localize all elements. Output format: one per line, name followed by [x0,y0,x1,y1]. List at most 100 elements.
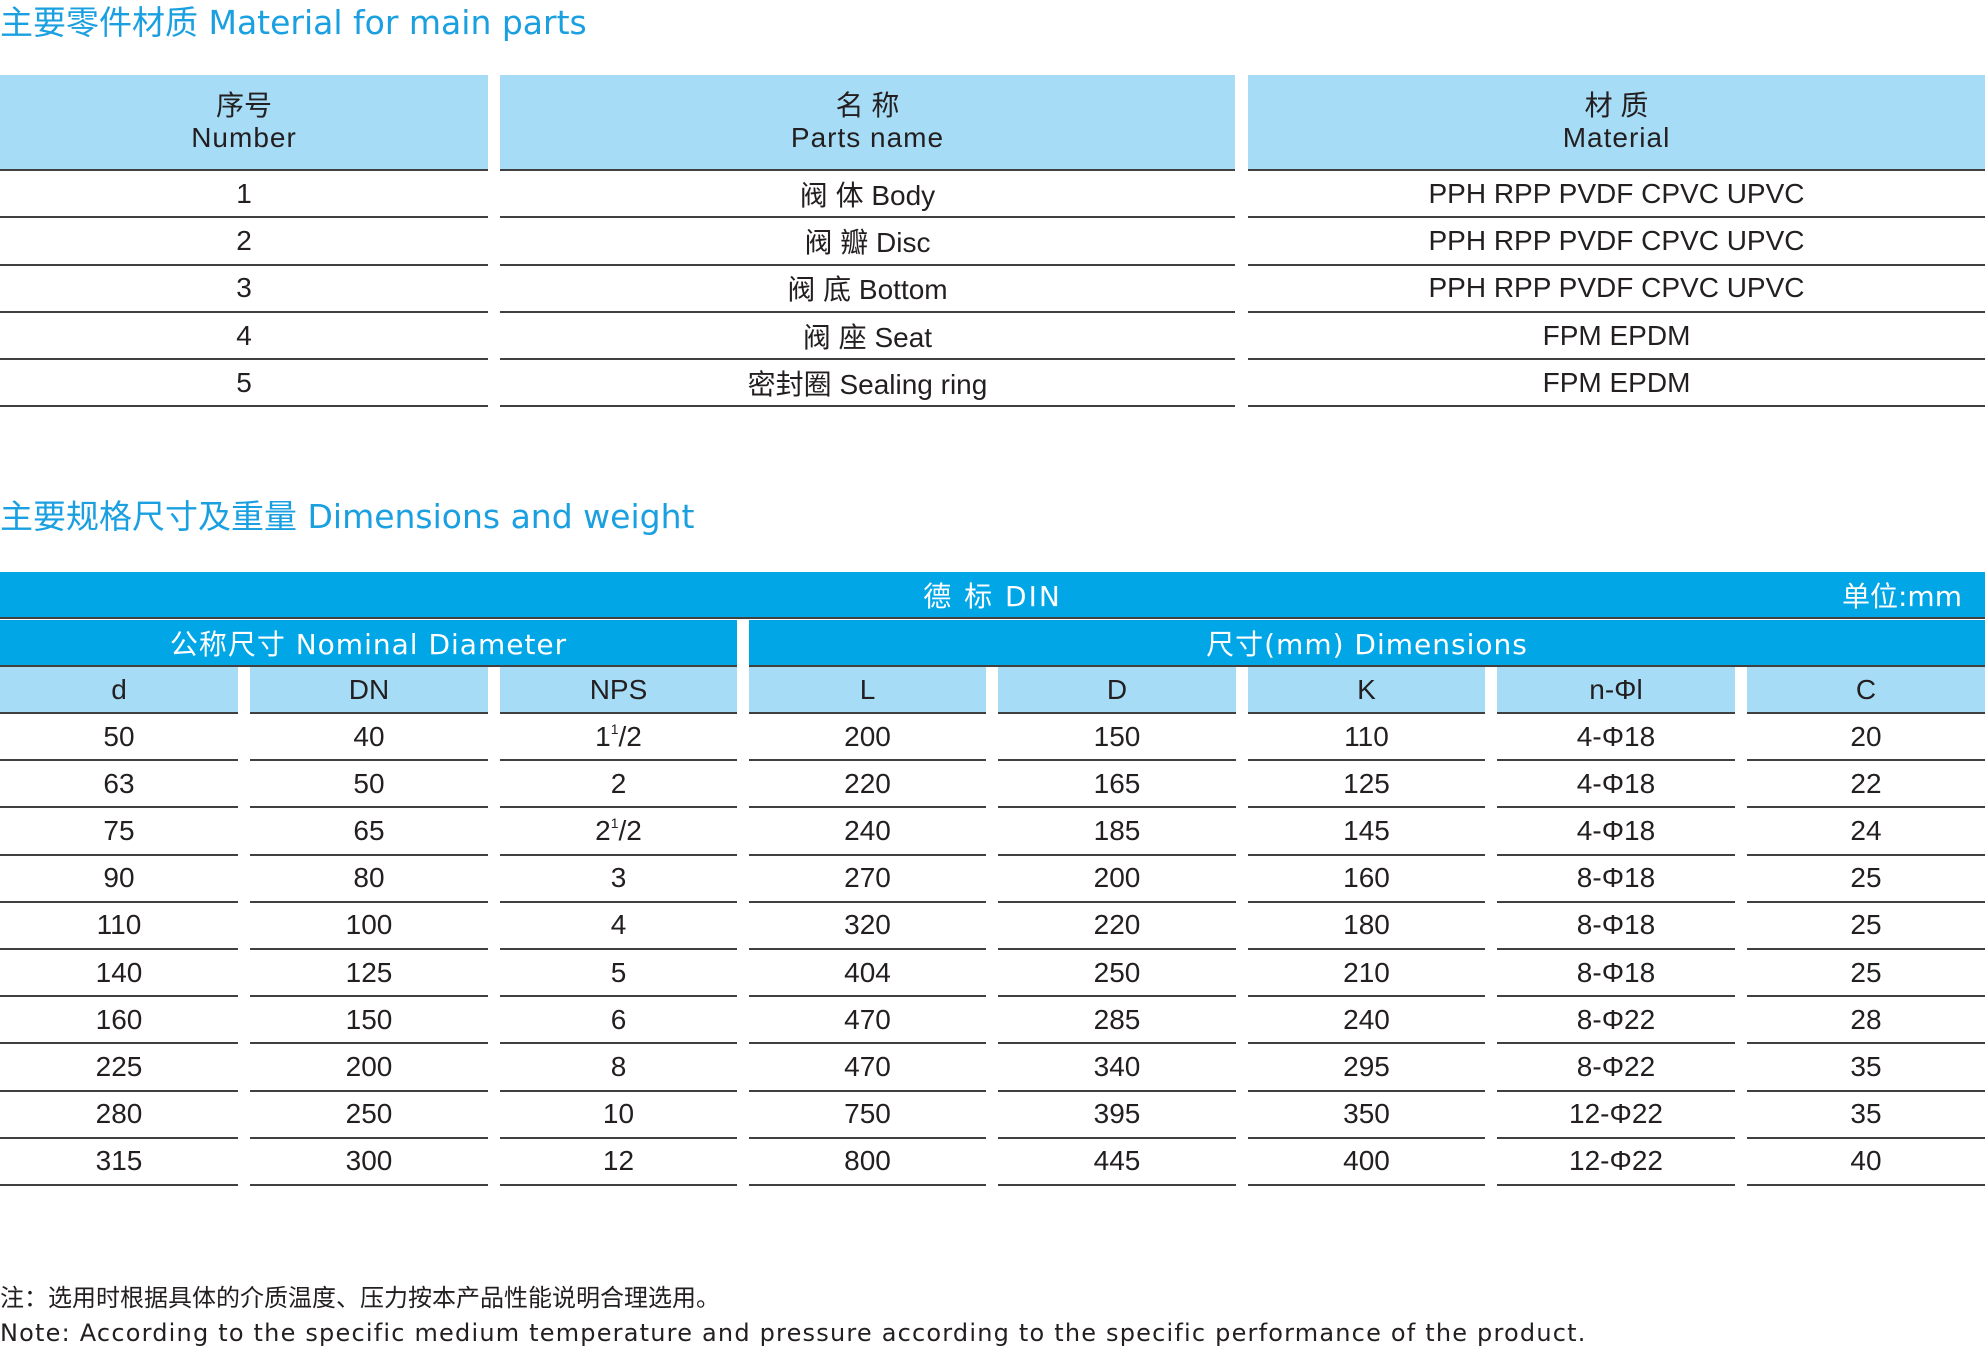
dim-cell-d: 315 [0,1139,238,1186]
dim-cell-dn: 80 [250,856,488,903]
dim-cell-l: 220 [749,761,986,809]
dim-cell-c: 25 [1747,950,1985,998]
dim-cell-d: 50 [0,714,238,762]
dim-cell-l: 404 [749,950,986,998]
dim-cell-k: 210 [1248,950,1485,998]
dim-cell-d-outer: 285 [998,997,1236,1045]
materials-cell-number: 1 [0,171,488,219]
unit-label: 单位:mm [1842,579,1962,613]
dim-cell-d-outer: 395 [998,1092,1236,1139]
dim-cell-c: 40 [1747,1139,1985,1186]
dimensions-section-title: 主要规格尺寸及重量 Dimensions and weight [0,497,695,536]
dim-cell-n-phi: 12-Φ22 [1497,1092,1735,1139]
note-english: Note: According to the specific medium t… [0,1319,1587,1347]
dim-cell-c: 24 [1747,808,1985,856]
materials-header-cn: 序号 [215,90,272,121]
dim-cell-dn: 300 [250,1139,488,1186]
dim-cell-d-outer: 165 [998,761,1236,809]
dim-cell-n-phi: 8-Φ18 [1497,903,1735,950]
dim-cell-k: 295 [1248,1044,1485,1092]
nominal-diameter-group-header: 公称尺寸 Nominal Diameter [0,620,737,667]
materials-header-cn: 名 称 [835,90,900,121]
dim-cell-k: 350 [1248,1092,1485,1139]
materials-header-en: Parts name [790,122,945,153]
standard-band: 德 标 DIN 单位:mm [0,572,1985,619]
column-header-nps: NPS [500,667,737,714]
column-header-k: K [1248,667,1485,714]
column-header-d: d [0,667,238,714]
dim-cell-nps: 4 [500,903,737,950]
dim-cell-d: 280 [0,1092,238,1139]
dimensions-group-header: 尺寸(mm) Dimensions [749,620,1985,667]
dim-cell-c: 25 [1747,856,1985,903]
dim-cell-k: 125 [1248,761,1485,809]
dim-cell-d: 90 [0,856,238,903]
dim-cell-n-phi: 12-Φ22 [1497,1139,1735,1186]
materials-cell-name: 阀 瓣 Disc [500,218,1235,266]
column-header-c: C [1747,667,1985,714]
materials-header-en: Material [1562,122,1671,153]
materials-cell-number: 4 [0,313,488,361]
dim-cell-n-phi: 8-Φ22 [1497,1044,1735,1092]
fraction-value: 11/2 [595,720,642,752]
materials-header-en: Number [191,122,297,153]
dim-cell-k: 240 [1248,997,1485,1045]
dim-cell-d: 63 [0,761,238,809]
standard-label: 德 标 DIN [923,579,1062,613]
materials-cell-material: FPM EPDM [1248,313,1985,361]
dim-cell-c: 20 [1747,714,1985,762]
dim-cell-k: 180 [1248,903,1485,950]
dim-cell-nps: 2 [500,761,737,809]
dim-cell-l: 750 [749,1092,986,1139]
dim-cell-nps: 12 [500,1139,737,1186]
dim-cell-k: 110 [1248,714,1485,762]
materials-header-cn: 材 质 [1584,90,1649,121]
materials-cell-name: 阀 体 Body [500,171,1235,219]
dim-cell-nps: 21/2 [500,808,737,856]
dim-cell-l: 470 [749,997,986,1045]
dim-cell-nps: 3 [500,856,737,903]
materials-cell-name: 密封圈 Sealing ring [500,360,1235,408]
column-header-n-phi: n-Φl [1497,667,1735,714]
dim-cell-n-phi: 8-Φ18 [1497,950,1735,998]
materials-cell-material: PPH RPP PVDF CPVC UPVC [1248,266,1985,313]
dim-cell-dn: 150 [250,997,488,1045]
note-chinese: 注：选用时根据具体的介质温度、压力按本产品性能说明合理选用。 [0,1284,720,1312]
materials-cell-number: 5 [0,360,488,408]
dim-cell-n-phi: 4-Φ18 [1497,714,1735,762]
dim-cell-nps: 10 [500,1092,737,1139]
dim-cell-dn: 100 [250,903,488,950]
dim-cell-dn: 200 [250,1044,488,1092]
dim-cell-l: 800 [749,1139,986,1186]
dim-cell-k: 160 [1248,856,1485,903]
dim-cell-d: 225 [0,1044,238,1092]
dim-cell-c: 35 [1747,1044,1985,1092]
materials-cell-material: FPM EPDM [1248,360,1985,408]
materials-header-material: 材 质 Material [1248,75,1985,171]
dim-cell-dn: 125 [250,950,488,998]
dim-cell-l: 240 [749,808,986,856]
materials-cell-name: 阀 底 Bottom [500,266,1235,313]
dim-cell-d-outer: 445 [998,1139,1236,1186]
dim-cell-l: 320 [749,903,986,950]
dim-cell-n-phi: 8-Φ22 [1497,997,1735,1045]
materials-section-title: 主要零件材质 Material for main parts [0,3,587,42]
dim-cell-d: 75 [0,808,238,856]
fraction-value: 21/2 [595,814,642,846]
dim-cell-n-phi: 4-Φ18 [1497,761,1735,809]
dim-cell-nps: 6 [500,997,737,1045]
dim-cell-c: 28 [1747,997,1985,1045]
dim-cell-d-outer: 340 [998,1044,1236,1092]
materials-cell-material: PPH RPP PVDF CPVC UPVC [1248,171,1985,219]
dim-cell-k: 400 [1248,1139,1485,1186]
dim-cell-n-phi: 4-Φ18 [1497,808,1735,856]
dim-cell-nps: 8 [500,1044,737,1092]
dim-cell-c: 22 [1747,761,1985,809]
materials-header-name: 名 称 Parts name [500,75,1235,171]
materials-cell-material: PPH RPP PVDF CPVC UPVC [1248,218,1985,266]
materials-cell-name: 阀 座 Seat [500,313,1235,361]
dim-cell-d-outer: 250 [998,950,1236,998]
column-header-dn: DN [250,667,488,714]
column-header-d-outer: D [998,667,1236,714]
dim-cell-dn: 250 [250,1092,488,1139]
